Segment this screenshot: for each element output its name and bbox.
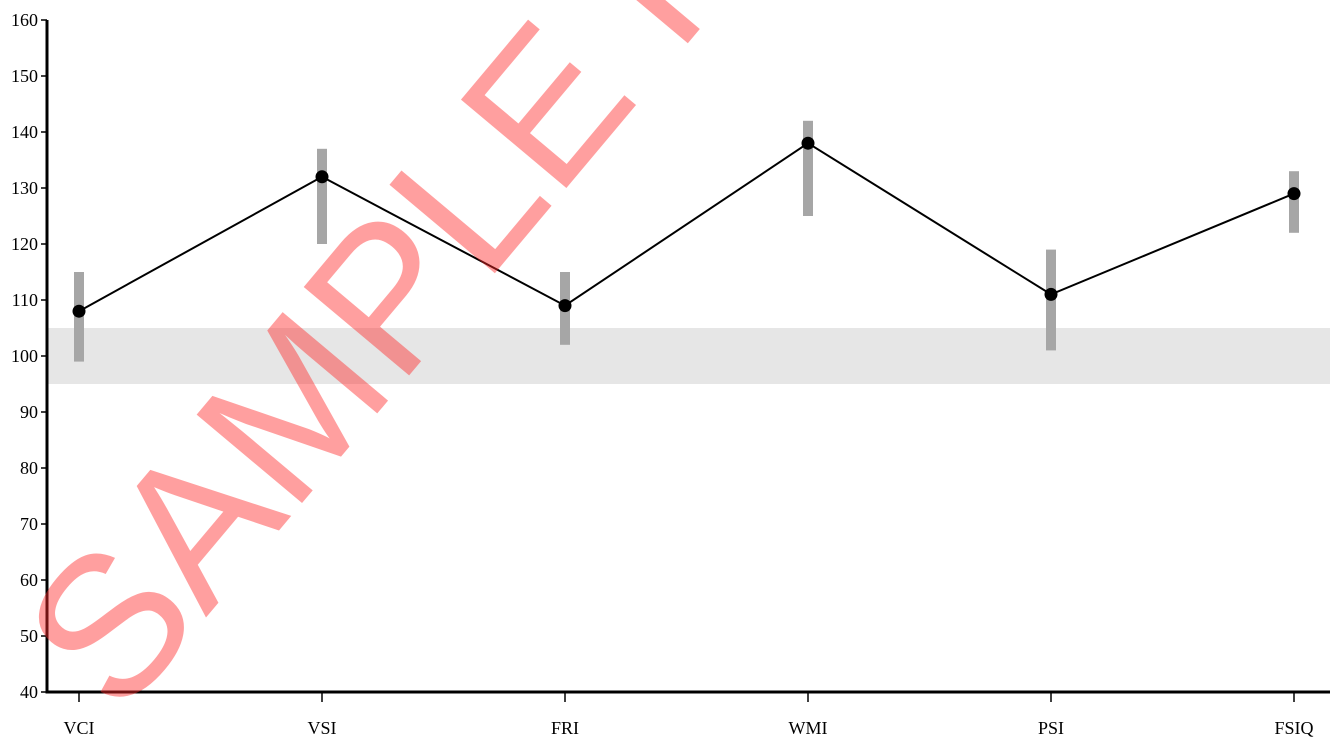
ci-bar-fsiq (1289, 171, 1299, 233)
y-tick-label-130: 130 (11, 178, 38, 198)
x-tick-label-vci: VCI (64, 718, 95, 738)
y-tick-label-160: 160 (11, 10, 38, 30)
average-range-band-layer (47, 328, 1330, 384)
score-line-layer (78, 142, 1295, 313)
axes-layer (41, 19, 1330, 702)
y-tick-label-110: 110 (12, 290, 38, 310)
y-tick-label-50: 50 (20, 626, 38, 646)
score-point-psi (1044, 287, 1058, 301)
y-tick-label-60: 60 (20, 570, 38, 590)
y-tick-label-140: 140 (11, 122, 38, 142)
y-tick-label-100: 100 (11, 346, 38, 366)
ci-bar-vsi (317, 148, 327, 244)
score-point-fri (558, 299, 572, 313)
x-tick-label-psi: PSI (1038, 718, 1064, 738)
ci-bar-wmi (803, 120, 813, 216)
x-tick-label-wmi: WMI (789, 718, 828, 738)
x-tick-label-fri: FRI (551, 718, 579, 738)
score-line (78, 142, 1295, 313)
average-range-band (47, 328, 1330, 384)
y-tick-label-120: 120 (11, 234, 38, 254)
score-points-layer (72, 136, 1301, 318)
score-point-vci (72, 304, 86, 318)
y-tick-label-90: 90 (20, 402, 38, 422)
x-tick-label-vsi: VSI (307, 718, 336, 738)
y-tick-label-150: 150 (11, 66, 38, 86)
x-tick-label-fsiq: FSIQ (1274, 718, 1313, 738)
score-point-wmi (801, 136, 815, 150)
y-tick-label-40: 40 (20, 682, 38, 702)
y-tick-label-80: 80 (20, 458, 38, 478)
score-point-fsiq (1287, 187, 1301, 201)
score-point-vsi (315, 170, 329, 184)
y-tick-label-70: 70 (20, 514, 38, 534)
tick-labels-layer: 40 50 60 70 80 90 100 110 120 130 140 150 160 VCI VSI F… (11, 10, 1314, 738)
